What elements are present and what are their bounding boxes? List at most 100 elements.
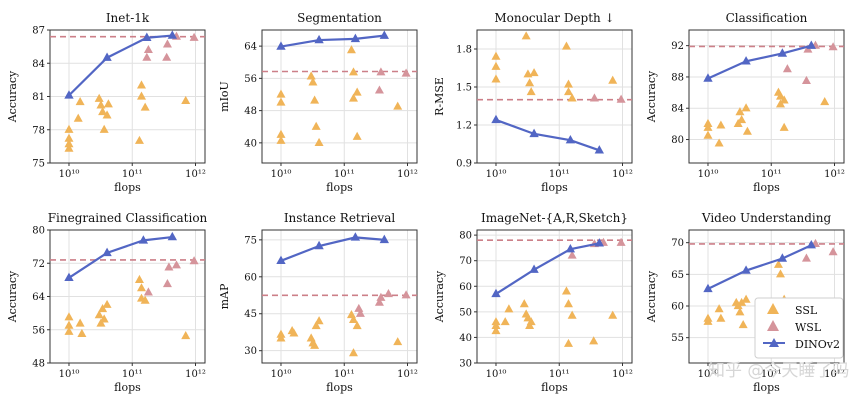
x-tick-label: 10¹⁰ <box>59 369 80 380</box>
y-tick-label: 92 <box>671 41 684 52</box>
ssl-point <box>96 100 106 109</box>
dinov2-line <box>707 244 812 290</box>
ssl-point <box>352 321 362 330</box>
legend-ssl-marker <box>767 303 779 314</box>
y-tick-label: 60 <box>244 272 257 283</box>
ssl-point <box>314 316 324 325</box>
dinov2-line <box>495 118 600 152</box>
x-tick-label: 10¹¹ <box>761 369 782 380</box>
wsl-point <box>355 308 365 317</box>
dinov2-line <box>280 34 385 48</box>
wsl-point <box>374 85 384 94</box>
ssl-point <box>714 304 724 313</box>
ssl-point <box>181 330 191 340</box>
ssl-point <box>94 93 104 102</box>
ssl-point <box>393 101 403 110</box>
y-tick-label: 40 <box>244 138 257 149</box>
x-tick-label: 10¹² <box>612 369 633 380</box>
x-tick-label: 10¹⁰ <box>698 369 719 380</box>
ssl-point <box>738 320 748 329</box>
y-axis-label: Accuracy <box>645 270 658 323</box>
wsl-point <box>143 44 153 54</box>
ssl-point <box>608 310 618 319</box>
y-tick-label: 80 <box>671 135 684 146</box>
wsl-point <box>143 287 153 296</box>
wsl-point <box>162 52 172 61</box>
dinov2-point <box>565 243 576 253</box>
dinov2-point <box>594 145 605 154</box>
ssl-point <box>75 97 85 106</box>
y-axis-label: mIoU <box>218 81 231 112</box>
legend-ssl-label: SSL <box>795 304 818 317</box>
ssl-point <box>741 294 751 303</box>
dinov2-point <box>703 283 713 293</box>
ssl-point <box>775 91 785 100</box>
ssl-point <box>140 295 150 304</box>
ssl-point <box>314 137 324 146</box>
ssl-point <box>136 283 146 292</box>
ssl-point <box>525 78 535 87</box>
wsl-point <box>782 64 792 73</box>
dinov2-point <box>350 33 361 43</box>
plot-frame <box>261 29 418 164</box>
chart-title: Classification <box>726 11 808 25</box>
chart-panel: 40 48 56 64 10¹⁰ 10¹¹ 10¹² Segmentation flops mIo… <box>218 11 418 194</box>
ssl-point <box>289 328 299 337</box>
wsl-point <box>828 247 838 256</box>
ssl-point <box>526 317 536 326</box>
y-tick-label: 30 <box>459 359 472 370</box>
ssl-point <box>735 107 745 116</box>
x-axis-label: flops <box>326 381 353 394</box>
chart-panel: 48 56 64 72 80 10¹⁰ 10¹¹ 10¹² Finegrained Classi… <box>6 211 208 394</box>
ssl-point <box>737 297 747 306</box>
y-axis-label: Accuracy <box>645 70 658 123</box>
plot-frame <box>49 229 206 364</box>
ssl-point <box>716 313 726 322</box>
y-tick-label: 65 <box>671 270 684 281</box>
chart-title: Video Understanding <box>701 211 832 225</box>
x-tick-label: 10¹⁰ <box>59 169 80 180</box>
wsl-point <box>142 52 152 61</box>
ssl-point <box>348 348 358 357</box>
ssl-point <box>529 68 539 77</box>
chart-title: Segmentation <box>297 11 382 25</box>
ssl-point <box>276 135 286 144</box>
dinov2-point <box>806 240 817 249</box>
y-tick-label: 1.8 <box>456 45 472 56</box>
x-tick-label: 10¹⁰ <box>698 169 719 180</box>
x-tick-label: 10¹² <box>397 169 418 180</box>
legend-wsl-label: WSL <box>795 321 822 334</box>
chart-panel: 75 78 81 84 87 10¹⁰ 10¹¹ 10¹² Inet-1k flops Accura… <box>6 11 206 194</box>
ssl-point <box>94 310 104 319</box>
chart-title: ImageNet-{A,R,Sketch} <box>481 211 628 225</box>
ssl-point <box>103 99 113 108</box>
dinov2-point <box>491 114 501 124</box>
x-tick-label: 10¹¹ <box>122 169 143 180</box>
ssl-point <box>608 75 618 84</box>
ssl-point <box>276 333 286 342</box>
y-tick-label: 60 <box>671 302 684 313</box>
y-axis-label: mAP <box>218 283 231 309</box>
ssl-point <box>563 79 573 88</box>
y-tick-label: 84 <box>32 59 45 70</box>
y-tick-label: 70 <box>671 238 684 249</box>
dinov2-point <box>276 255 286 265</box>
y-tick-label: 45 <box>244 309 257 320</box>
dinov2-line <box>280 236 385 262</box>
ssl-point <box>64 124 74 133</box>
x-tick-label: 10¹⁰ <box>486 369 507 380</box>
x-axis-label: flops <box>753 181 780 194</box>
wsl-point <box>189 256 199 265</box>
wsl-point <box>164 262 174 271</box>
ssl-point <box>504 304 514 313</box>
dinov2-point <box>806 40 817 49</box>
ssl-point <box>561 41 571 50</box>
ssl-point <box>741 103 751 112</box>
chart-panel: 80 84 88 92 10¹⁰ 10¹¹ 10¹² Classification flops A… <box>645 11 845 194</box>
wsl-point <box>567 250 577 259</box>
chart-panel: 30 40 50 60 70 80 10¹⁰ 10¹¹ 10¹² ImageNet-{A,R,Sk… <box>433 211 633 394</box>
ssl-point <box>703 122 713 131</box>
wsl-point <box>376 292 386 301</box>
ssl-point <box>526 87 536 96</box>
